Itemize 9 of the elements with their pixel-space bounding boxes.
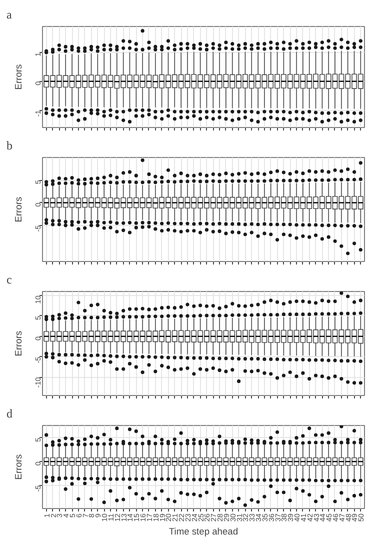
chart-title: c (6, 272, 12, 286)
y-axis-title: Errors (14, 196, 24, 222)
chart-title: d (6, 406, 12, 420)
y-axis-title: Errors (14, 330, 24, 356)
x-axis-title: Time step ahead (168, 526, 238, 537)
y-axis-title: Errors (14, 64, 24, 90)
y-axis-title: Errors (14, 454, 24, 480)
chart-title: b (6, 138, 12, 152)
chart-title: a (6, 8, 12, 22)
